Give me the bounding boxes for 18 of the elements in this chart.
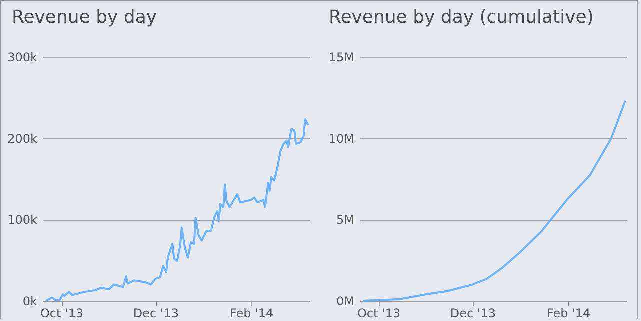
y-tick-label: 300k <box>8 50 38 64</box>
y-tick-label: 0M <box>336 294 354 308</box>
x-tick-label: Oct '13 <box>40 306 84 320</box>
chart-title: Revenue by day (cumulative) <box>329 7 594 28</box>
chart-title: Revenue by day <box>12 7 158 28</box>
x-tick-label: Dec '13 <box>133 306 179 320</box>
x-tick-label: Oct '13 <box>357 306 401 320</box>
line-series <box>45 118 310 302</box>
y-tick-label: 0k <box>22 294 38 308</box>
y-tick-label: 5M <box>336 213 354 228</box>
x-tick-label: Dec '13 <box>450 306 496 320</box>
y-tick-label: 100k <box>8 213 38 228</box>
x-tick-label: Feb '14 <box>547 306 591 320</box>
y-tick-label: 15M <box>328 50 354 64</box>
y-tick-label: 10M <box>328 132 354 146</box>
line-series <box>362 100 626 302</box>
x-tick-label: Feb '14 <box>230 306 274 320</box>
y-tick-label: 200k <box>8 132 38 146</box>
